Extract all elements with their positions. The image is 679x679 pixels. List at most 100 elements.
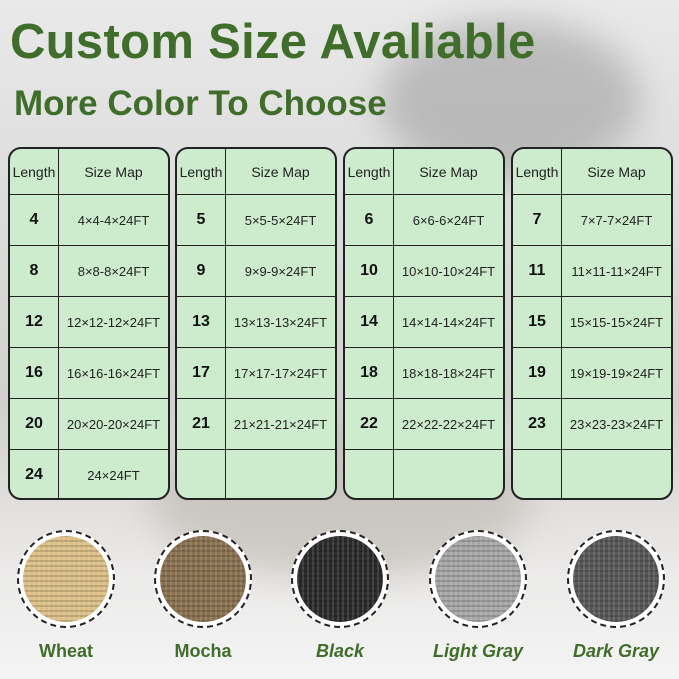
length-cell: 19 — [513, 348, 562, 398]
length-cell — [345, 450, 394, 498]
table-row: 20 20×20-20×24FT — [10, 398, 168, 449]
size-cell: 19×19-19×24FT — [569, 365, 664, 381]
length-cell — [177, 450, 226, 498]
length-cell: 17 — [177, 348, 226, 398]
length-cell: 22 — [345, 399, 394, 449]
color-label: Mocha — [174, 641, 232, 661]
length-cell — [513, 450, 562, 498]
length-cell: 5 — [177, 195, 226, 245]
header-size-map: Size Map — [587, 163, 646, 180]
length-cell: 4 — [10, 195, 59, 245]
length-cell: 15 — [513, 297, 562, 347]
length-cell: 18 — [345, 348, 394, 398]
header-size-map: Size Map — [84, 163, 143, 180]
size-cell: 13×13-13×24FT — [233, 314, 328, 330]
size-cell: 8×8-8×24FT — [77, 263, 150, 279]
color-swatch-light-gray — [429, 530, 527, 628]
table-header: Length Size Map — [345, 149, 503, 194]
table-row: 14 14×14-14×24FT — [345, 296, 503, 347]
size-cell: 4×4-4×24FT — [77, 212, 150, 228]
table-row: 7 7×7-7×24FT — [513, 194, 671, 245]
size-cell: 6×6-6×24FT — [412, 212, 485, 228]
size-cell: 12×12-12×24FT — [66, 314, 161, 330]
size-table: Length Size Map 5 5×5-5×24FT 9 9×9-9×24FT 13 13… — [175, 147, 337, 500]
table-row: 4 4×4-4×24FT — [10, 194, 168, 245]
length-cell: 16 — [10, 348, 59, 398]
main-title: Custom Size Avaliable — [10, 15, 536, 69]
header-length: Length — [177, 149, 226, 194]
header-length: Length — [10, 149, 59, 194]
length-cell: 21 — [177, 399, 226, 449]
color-label: Dark Gray — [572, 641, 660, 661]
table-row: 16 16×16-16×24FT — [10, 347, 168, 398]
size-cell: 18×18-18×24FT — [401, 365, 496, 381]
length-cell: 11 — [513, 246, 562, 296]
size-cell: 24×24FT — [87, 467, 140, 483]
table-row: 19 19×19-19×24FT — [513, 347, 671, 398]
table-row — [513, 449, 671, 498]
size-cell: 7×7-7×24FT — [580, 212, 653, 228]
size-cell: 20×20-20×24FT — [66, 416, 161, 432]
size-cell: 5×5-5×24FT — [244, 212, 317, 228]
size-table: Length Size Map 7 7×7-7×24FT 11 11×11-11×24FT… — [511, 147, 673, 500]
table-header: Length Size Map — [513, 149, 671, 194]
table-row: 8 8×8-8×24FT — [10, 245, 168, 296]
size-cell: 9×9-9×24FT — [244, 263, 317, 279]
table-row: 18 18×18-18×24FT — [345, 347, 503, 398]
color-label: Wheat — [39, 641, 93, 661]
length-cell: 20 — [10, 399, 59, 449]
swatch-texture — [160, 536, 246, 622]
subtitle: More Color To Choose — [14, 84, 387, 123]
length-cell: 6 — [345, 195, 394, 245]
swatch-texture — [297, 536, 383, 622]
table-row: 12 12×12-12×24FT — [10, 296, 168, 347]
size-table: Length Size Map 4 4×4-4×24FT 8 8×8-8×24FT 12 12… — [8, 147, 170, 500]
size-cell: 23×23-23×24FT — [569, 416, 664, 432]
length-cell: 9 — [177, 246, 226, 296]
length-cell: 24 — [10, 450, 59, 498]
swatch-texture — [573, 536, 659, 622]
header-length: Length — [345, 149, 394, 194]
length-cell: 23 — [513, 399, 562, 449]
size-cell: 15×15-15×24FT — [569, 314, 664, 330]
color-swatch-black — [291, 530, 389, 628]
table-row: 22 22×22-22×24FT — [345, 398, 503, 449]
color-swatch-wheat — [17, 530, 115, 628]
table-row: 6 6×6-6×24FT — [345, 194, 503, 245]
table-row: 24 24×24FT — [10, 449, 168, 498]
length-cell: 12 — [10, 297, 59, 347]
length-cell: 10 — [345, 246, 394, 296]
length-cell: 13 — [177, 297, 226, 347]
swatch-texture — [435, 536, 521, 622]
size-cell — [394, 450, 503, 498]
swatch-texture — [23, 536, 109, 622]
header-length: Length — [513, 149, 562, 194]
size-cell: 11×11-11×24FT — [571, 263, 662, 279]
table-row: 23 23×23-23×24FT — [513, 398, 671, 449]
length-cell: 14 — [345, 297, 394, 347]
size-cell: 10×10-10×24FT — [401, 263, 496, 279]
header-size-map: Size Map — [251, 163, 310, 180]
length-cell: 8 — [10, 246, 59, 296]
size-cell: 21×21-21×24FT — [233, 416, 328, 432]
table-header: Length Size Map — [177, 149, 335, 194]
table-row: 5 5×5-5×24FT — [177, 194, 335, 245]
table-row: 21 21×21-21×24FT — [177, 398, 335, 449]
table-row: 9 9×9-9×24FT — [177, 245, 335, 296]
size-cell — [226, 450, 335, 498]
table-row: 13 13×13-13×24FT — [177, 296, 335, 347]
table-row: 15 15×15-15×24FT — [513, 296, 671, 347]
table-header: Length Size Map — [10, 149, 168, 194]
color-label: Light Gray — [432, 641, 523, 661]
size-cell: 16×16-16×24FT — [66, 365, 161, 381]
size-cell: 14×14-14×24FT — [401, 314, 496, 330]
table-row: 11 11×11-11×24FT — [513, 245, 671, 296]
color-swatch-mocha — [154, 530, 252, 628]
color-swatch-dark-gray — [567, 530, 665, 628]
header-size-map: Size Map — [419, 163, 478, 180]
length-cell: 7 — [513, 195, 562, 245]
table-row: 17 17×17-17×24FT — [177, 347, 335, 398]
table-row: 10 10×10-10×24FT — [345, 245, 503, 296]
size-cell — [562, 450, 671, 498]
table-row — [345, 449, 503, 498]
